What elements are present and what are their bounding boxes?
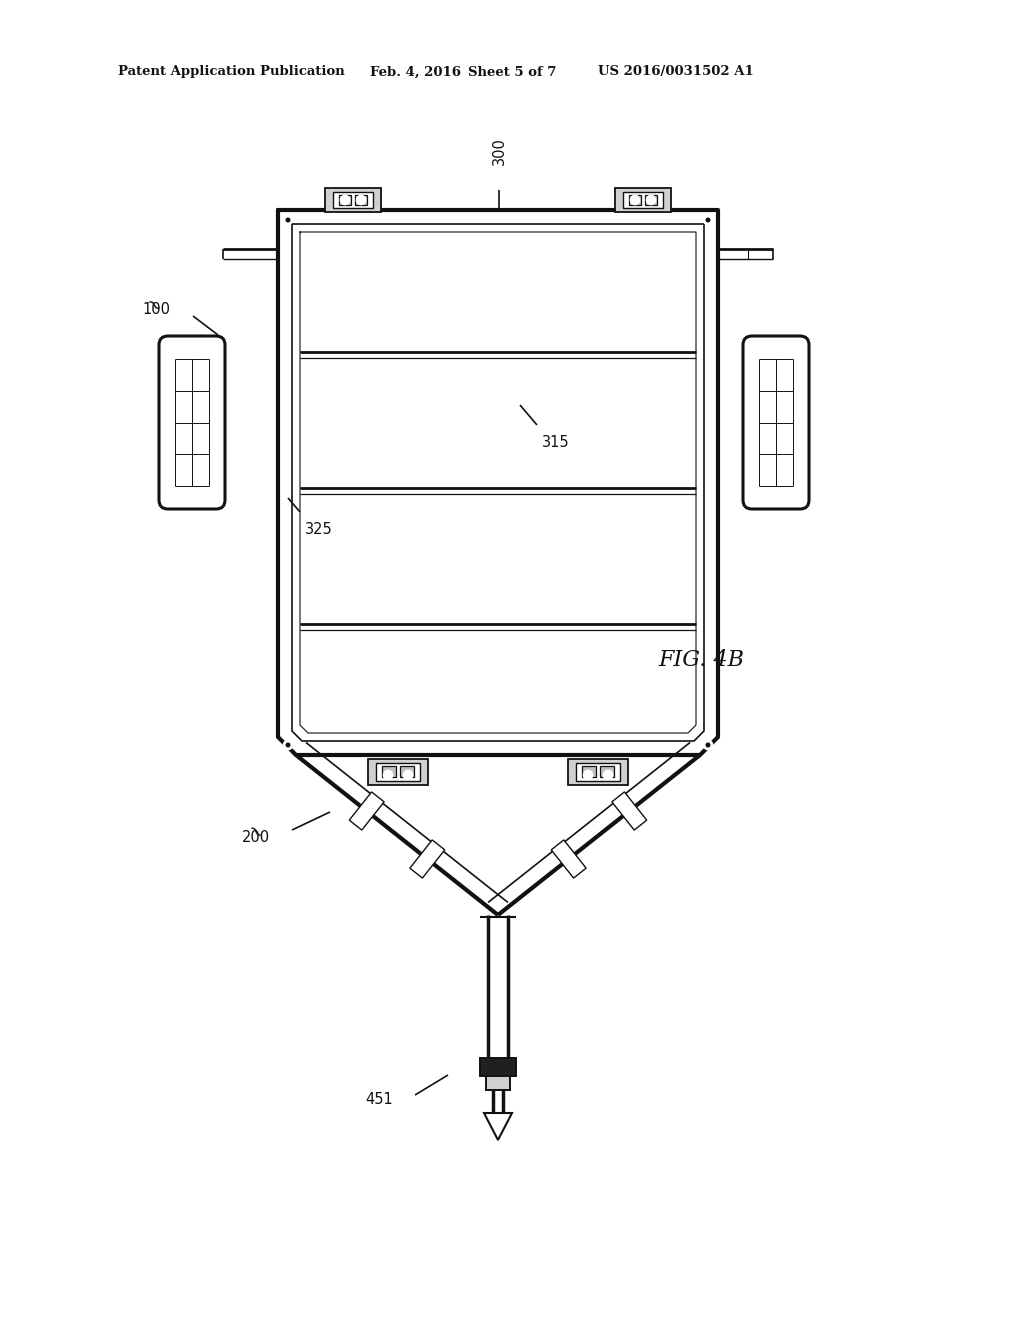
- Circle shape: [631, 195, 640, 205]
- Bar: [333, 191, 373, 209]
- Circle shape: [703, 741, 713, 750]
- Text: 300: 300: [492, 137, 507, 165]
- Circle shape: [341, 195, 349, 205]
- Text: 200: 200: [242, 830, 270, 846]
- Text: ~: ~: [242, 821, 267, 846]
- Circle shape: [584, 771, 593, 780]
- Circle shape: [646, 195, 655, 205]
- Circle shape: [603, 771, 612, 780]
- Polygon shape: [410, 840, 444, 878]
- Text: ~: ~: [140, 294, 165, 319]
- Polygon shape: [484, 1113, 512, 1140]
- Bar: [600, 766, 614, 777]
- Bar: [480, 1059, 516, 1076]
- Bar: [582, 766, 596, 777]
- Circle shape: [384, 771, 392, 780]
- Circle shape: [356, 195, 366, 205]
- FancyBboxPatch shape: [743, 337, 809, 510]
- Text: 325: 325: [305, 521, 333, 537]
- Bar: [629, 195, 641, 205]
- Bar: [400, 766, 414, 777]
- Circle shape: [286, 218, 290, 222]
- Bar: [486, 1076, 510, 1090]
- Bar: [568, 759, 628, 785]
- Circle shape: [403, 771, 413, 780]
- Text: Feb. 4, 2016: Feb. 4, 2016: [370, 66, 461, 78]
- Text: 451: 451: [366, 1093, 393, 1107]
- Polygon shape: [349, 792, 384, 830]
- Bar: [339, 195, 351, 205]
- Bar: [645, 195, 657, 205]
- Polygon shape: [612, 792, 647, 830]
- Circle shape: [707, 218, 710, 222]
- Text: 100: 100: [142, 302, 170, 318]
- Polygon shape: [551, 840, 586, 878]
- Bar: [623, 191, 663, 209]
- Text: Patent Application Publication: Patent Application Publication: [118, 66, 345, 78]
- FancyBboxPatch shape: [159, 337, 225, 510]
- Circle shape: [284, 741, 293, 750]
- Circle shape: [286, 743, 290, 747]
- Text: Sheet 5 of 7: Sheet 5 of 7: [468, 66, 556, 78]
- Bar: [368, 759, 428, 785]
- Circle shape: [703, 215, 713, 224]
- Bar: [382, 766, 396, 777]
- Bar: [376, 763, 420, 781]
- Circle shape: [707, 743, 710, 747]
- Circle shape: [284, 215, 293, 224]
- Text: FIG. 4B: FIG. 4B: [658, 649, 744, 671]
- Text: 315: 315: [542, 436, 569, 450]
- Bar: [325, 187, 381, 213]
- Bar: [355, 195, 367, 205]
- Text: US 2016/0031502 A1: US 2016/0031502 A1: [598, 66, 754, 78]
- Bar: [575, 763, 620, 781]
- Bar: [615, 187, 671, 213]
